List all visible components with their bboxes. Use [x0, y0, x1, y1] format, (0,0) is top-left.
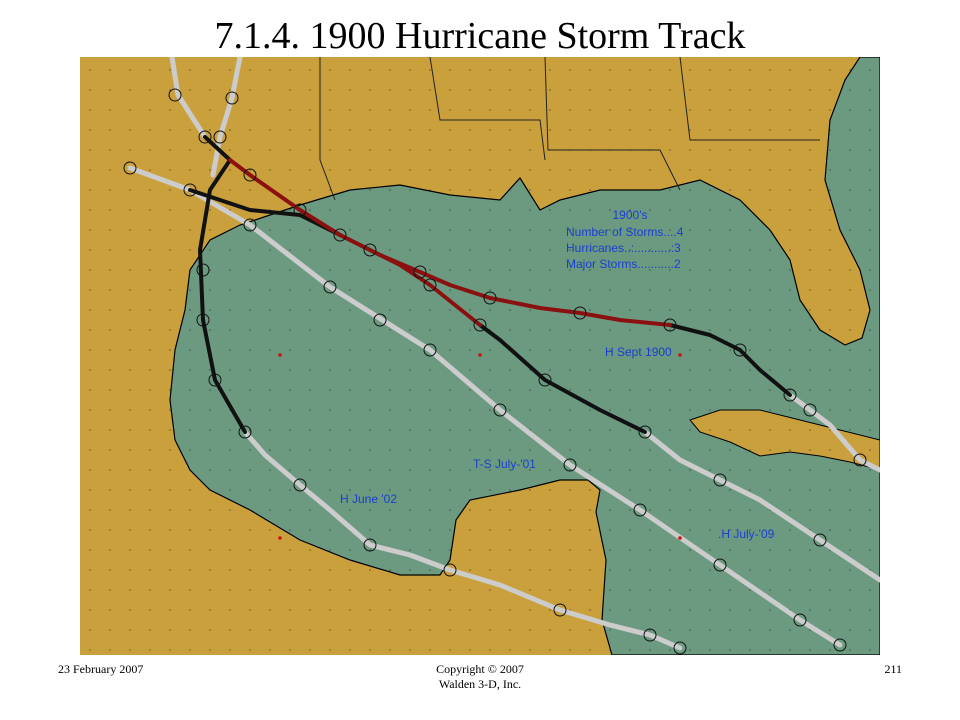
- track-points: [123, 88, 867, 655]
- legend-line: Major Storms...........2: [566, 257, 681, 271]
- track-label: H Sept 1900: [605, 345, 672, 359]
- footer-copyright: Copyright © 2007 Walden 3-D, Inc.: [380, 662, 580, 692]
- red-markers: [278, 353, 682, 540]
- page-number: 211: [884, 662, 902, 676]
- footer-date: 23 February 2007: [58, 662, 144, 676]
- borders: [319, 57, 820, 201]
- legend-line: Hurricanes..:...........:3: [566, 241, 681, 255]
- map: 1900's Number of Storms....4 Hurricanes.…: [80, 57, 880, 655]
- slide-title: 7.1.4. 1900 Hurricane Storm Track: [214, 15, 746, 57]
- legend-heading: 1900's: [613, 208, 648, 222]
- track-label: T-S July-'01: [473, 457, 536, 471]
- copyright-line: Copyright © 2007: [436, 662, 524, 676]
- copyright-line: Walden 3-D, Inc.: [438, 677, 522, 691]
- track-label: H June '02: [340, 492, 397, 506]
- track-label: .H July-'09: [718, 527, 775, 541]
- legend-line: Number of Storms....4: [566, 225, 684, 239]
